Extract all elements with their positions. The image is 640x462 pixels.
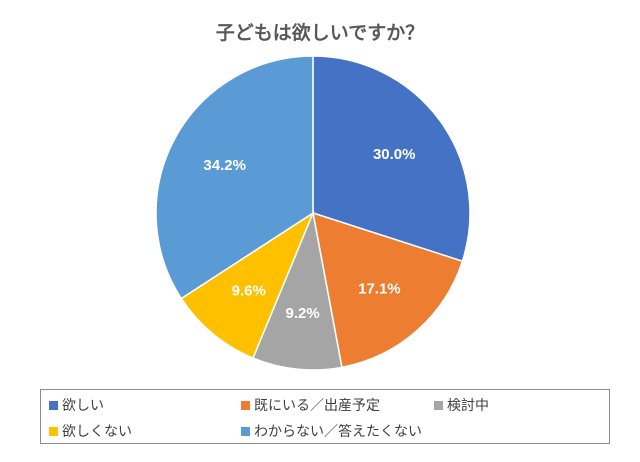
data-label: 17.1% [358, 280, 401, 297]
pie-slice-3 [180, 211, 315, 360]
legend-item: わからない／答えたくない [241, 421, 422, 441]
pie-slice-1 [312, 211, 464, 369]
legend-label: 既にいる／出産予定 [254, 398, 380, 414]
legend-label: わからない／答えたくない [254, 424, 422, 440]
legend-item: 欲しい [49, 395, 104, 415]
legend-label: 検討中 [447, 398, 489, 414]
legend-label: 欲しくない [62, 424, 132, 440]
legend-item: 既にいる／出産予定 [241, 395, 380, 415]
data-label: 9.2% [286, 305, 320, 322]
legend: 欲しい 既にいる／出産予定 検討中欲しくない わからない／答えたくない [40, 389, 610, 444]
legend-swatch [49, 400, 58, 410]
pie-slice-2 [251, 210, 343, 371]
pie-slice-4 [155, 55, 314, 300]
pie-chart: 30.0% 17.1% 9.2% 9.6% 34.2% [155, 55, 471, 371]
data-label: 34.2% [203, 157, 246, 174]
legend-item: 欲しくない [49, 421, 132, 441]
legend-swatch [49, 426, 58, 436]
chart-title: 子どもは欲しいですか？ [215, 22, 425, 44]
legend-label: 欲しい [62, 398, 104, 414]
data-label: 9.6% [232, 282, 266, 299]
data-label: 30.0% [373, 146, 416, 163]
pie-slice-0 [312, 55, 471, 263]
legend-swatch [241, 426, 250, 436]
legend-swatch [241, 400, 250, 410]
legend-item: 検討中 [434, 395, 489, 415]
legend-swatch [434, 400, 443, 410]
